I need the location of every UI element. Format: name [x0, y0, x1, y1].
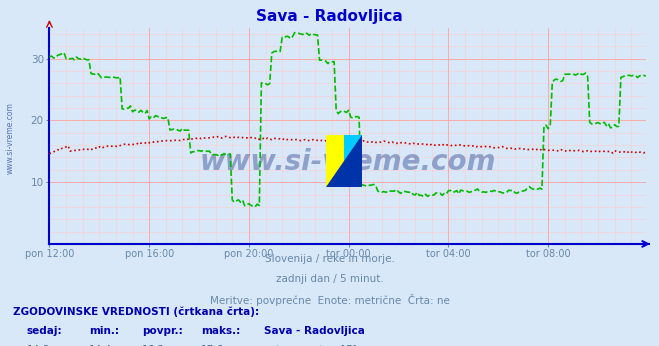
Text: 16,2: 16,2 [142, 345, 165, 346]
Polygon shape [326, 135, 362, 187]
Text: www.si-vreme.com: www.si-vreme.com [5, 102, 14, 174]
Text: sedaj:: sedaj: [26, 326, 62, 336]
Text: www.si-vreme.com: www.si-vreme.com [200, 148, 496, 176]
Text: Sava - Radovljica: Sava - Radovljica [264, 326, 364, 336]
Text: maks.:: maks.: [201, 326, 241, 336]
Polygon shape [326, 161, 362, 187]
Text: temperatura[C]: temperatura[C] [275, 345, 357, 346]
Bar [326, 135, 344, 161]
Text: Meritve: povprečne  Enote: metrične  Črta: ne: Meritve: povprečne Enote: metrične Črta:… [210, 294, 449, 307]
Text: ZGODOVINSKE VREDNOSTI (črtkana črta):: ZGODOVINSKE VREDNOSTI (črtkana črta): [13, 306, 259, 317]
Bar [326, 135, 344, 161]
Text: Sava - Radovljica: Sava - Radovljica [256, 9, 403, 24]
Text: zadnji dan / 5 minut.: zadnji dan / 5 minut. [275, 274, 384, 284]
Text: 14,8: 14,8 [26, 345, 49, 346]
Bar [344, 135, 362, 161]
Polygon shape [326, 135, 362, 187]
Text: min.:: min.: [89, 326, 119, 336]
Bar [344, 135, 362, 161]
Text: Slovenija / reke in morje.: Slovenija / reke in morje. [264, 254, 395, 264]
Text: 17,6: 17,6 [201, 345, 224, 346]
Text: povpr.:: povpr.: [142, 326, 183, 336]
Text: 14,4: 14,4 [89, 345, 112, 346]
